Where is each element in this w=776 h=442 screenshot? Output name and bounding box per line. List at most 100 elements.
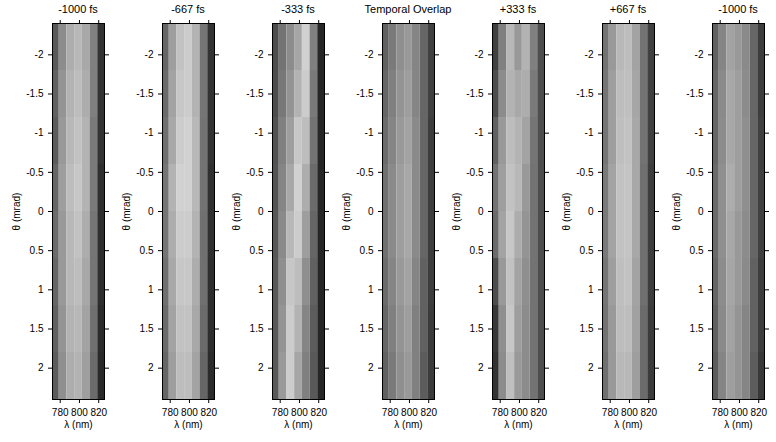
- svg-text:0.5: 0.5: [690, 245, 704, 256]
- svg-text:θ (mrad): θ (mrad): [341, 193, 352, 231]
- svg-text:-1.5: -1.5: [686, 88, 704, 99]
- svg-text:0: 0: [588, 206, 594, 217]
- svg-text:820: 820: [310, 407, 327, 418]
- svg-text:-1.5: -1.5: [26, 88, 44, 99]
- svg-text:0: 0: [148, 206, 154, 217]
- svg-text:-1.5: -1.5: [576, 88, 594, 99]
- svg-text:0.5: 0.5: [250, 245, 264, 256]
- svg-text:1.5: 1.5: [30, 323, 44, 334]
- svg-text:-2: -2: [35, 49, 44, 60]
- svg-text:1.5: 1.5: [470, 323, 484, 334]
- svg-text:2: 2: [478, 362, 484, 373]
- svg-text:-2: -2: [365, 49, 374, 60]
- svg-text:θ (mrad): θ (mrad): [561, 193, 572, 231]
- svg-text:-1.5: -1.5: [356, 88, 374, 99]
- svg-text:800: 800: [511, 407, 528, 418]
- svg-text:-1: -1: [585, 127, 594, 138]
- svg-text:1.5: 1.5: [360, 323, 374, 334]
- svg-text:-0.5: -0.5: [686, 167, 704, 178]
- svg-text:0: 0: [698, 206, 704, 217]
- svg-text:800: 800: [401, 407, 418, 418]
- svg-text:1: 1: [478, 284, 484, 295]
- svg-text:λ (nm): λ (nm): [174, 419, 202, 430]
- svg-text:λ (nm): λ (nm): [394, 419, 422, 430]
- svg-text:θ (mrad): θ (mrad): [231, 193, 242, 231]
- svg-text:1: 1: [588, 284, 594, 295]
- svg-text:1.5: 1.5: [580, 323, 594, 334]
- svg-text:0.5: 0.5: [580, 245, 594, 256]
- svg-text:-0.5: -0.5: [576, 167, 594, 178]
- svg-text:2: 2: [148, 362, 154, 373]
- svg-text:1: 1: [698, 284, 704, 295]
- svg-text:-2: -2: [255, 49, 264, 60]
- svg-text:θ (mrad): θ (mrad): [451, 193, 462, 231]
- svg-text:820: 820: [200, 407, 217, 418]
- svg-text:-2: -2: [695, 49, 704, 60]
- svg-text:-1.5: -1.5: [136, 88, 154, 99]
- svg-text:0: 0: [368, 206, 374, 217]
- svg-text:-1: -1: [475, 127, 484, 138]
- svg-text:-1: -1: [695, 127, 704, 138]
- svg-text:θ (mrad): θ (mrad): [671, 193, 682, 231]
- svg-text:-1: -1: [145, 127, 154, 138]
- svg-text:800: 800: [731, 407, 748, 418]
- svg-text:0: 0: [38, 206, 44, 217]
- svg-text:1: 1: [38, 284, 44, 295]
- svg-text:800: 800: [71, 407, 88, 418]
- svg-text:1.5: 1.5: [140, 323, 154, 334]
- svg-text:2: 2: [588, 362, 594, 373]
- html-text:-667 fs: -667 fs: [171, 3, 205, 15]
- svg-text:1: 1: [258, 284, 264, 295]
- svg-text:λ (nm): λ (nm): [504, 419, 532, 430]
- svg-text:λ (nm): λ (nm): [64, 419, 92, 430]
- svg-text:-2: -2: [145, 49, 154, 60]
- svg-text:-2: -2: [475, 49, 484, 60]
- svg-text:-1: -1: [365, 127, 374, 138]
- svg-text:800: 800: [621, 407, 638, 418]
- svg-text:780: 780: [712, 407, 729, 418]
- svg-text:λ (nm): λ (nm): [724, 419, 752, 430]
- svg-text:800: 800: [291, 407, 308, 418]
- svg-text:-0.5: -0.5: [26, 167, 44, 178]
- svg-text:800: 800: [181, 407, 198, 418]
- svg-text:820: 820: [420, 407, 437, 418]
- svg-text:820: 820: [90, 407, 107, 418]
- svg-text:λ (nm): λ (nm): [614, 419, 642, 430]
- svg-text:-0.5: -0.5: [356, 167, 374, 178]
- svg-text:2: 2: [368, 362, 374, 373]
- svg-text:λ (nm): λ (nm): [284, 419, 312, 430]
- svg-text:780: 780: [52, 407, 69, 418]
- svg-text:-0.5: -0.5: [136, 167, 154, 178]
- svg-text:2: 2: [698, 362, 704, 373]
- svg-text:-1: -1: [35, 127, 44, 138]
- svg-text:0.5: 0.5: [140, 245, 154, 256]
- svg-text:θ (mrad): θ (mrad): [11, 193, 22, 231]
- svg-text:780: 780: [382, 407, 399, 418]
- svg-text:0.5: 0.5: [360, 245, 374, 256]
- svg-text:820: 820: [750, 407, 767, 418]
- svg-text:780: 780: [272, 407, 289, 418]
- svg-text:0: 0: [478, 206, 484, 217]
- svg-text:780: 780: [492, 407, 509, 418]
- svg-text:-2: -2: [585, 49, 594, 60]
- html-text:-1000 fs: -1000 fs: [58, 3, 98, 15]
- svg-text:1.5: 1.5: [250, 323, 264, 334]
- svg-text:θ (mrad): θ (mrad): [121, 193, 132, 231]
- svg-text:820: 820: [640, 407, 657, 418]
- svg-text:1: 1: [368, 284, 374, 295]
- svg-text:0: 0: [258, 206, 264, 217]
- svg-text:-1: -1: [255, 127, 264, 138]
- svg-text:780: 780: [162, 407, 179, 418]
- svg-text:1.5: 1.5: [690, 323, 704, 334]
- svg-text:780: 780: [602, 407, 619, 418]
- svg-text:1: 1: [148, 284, 154, 295]
- svg-text:2: 2: [38, 362, 44, 373]
- svg-text:820: 820: [530, 407, 547, 418]
- svg-text:-1.5: -1.5: [246, 88, 264, 99]
- svg-text:2: 2: [258, 362, 264, 373]
- svg-text:0.5: 0.5: [470, 245, 484, 256]
- svg-text:-0.5: -0.5: [246, 167, 264, 178]
- svg-text:-0.5: -0.5: [466, 167, 484, 178]
- svg-text:-1.5: -1.5: [466, 88, 484, 99]
- svg-text:0.5: 0.5: [30, 245, 44, 256]
